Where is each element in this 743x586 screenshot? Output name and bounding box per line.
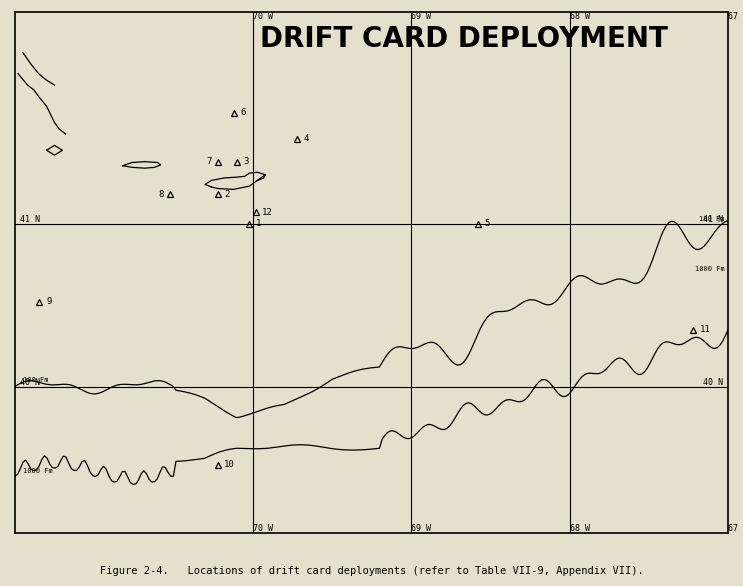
Text: 68 W: 68 W [570,12,590,21]
Text: 100 Fm: 100 Fm [699,216,725,222]
Text: 40 N: 40 N [19,377,39,387]
Text: 8: 8 [158,190,164,199]
Text: 68 W: 68 W [570,524,590,533]
Text: 67 W: 67 W [728,524,743,533]
Text: 2: 2 [224,190,230,199]
Text: 1000 Fm: 1000 Fm [695,266,725,272]
Text: 41 N: 41 N [704,214,724,224]
Text: 3: 3 [243,157,248,166]
Text: 11: 11 [700,325,710,334]
Text: 12: 12 [262,207,273,217]
Text: 67 W: 67 W [728,12,743,21]
Text: 70 W: 70 W [253,12,273,21]
Text: 70 W: 70 W [253,524,273,533]
Text: 1: 1 [256,219,262,228]
Text: 1000 Fm: 1000 Fm [23,468,53,474]
Text: 7: 7 [206,157,212,166]
Text: 9: 9 [47,297,52,306]
Text: 69 W: 69 W [411,12,431,21]
Text: Figure 2-4.   Locations of drift card deployments (refer to Table VII-9, Appendi: Figure 2-4. Locations of drift card depl… [100,566,643,577]
Text: 100 Fm: 100 Fm [23,377,48,383]
Text: 41 N: 41 N [19,214,39,224]
Text: 69 W: 69 W [411,524,431,533]
Text: 4: 4 [303,134,309,144]
Text: 10: 10 [224,461,235,469]
Text: 5: 5 [484,219,490,228]
Text: DRIFT CARD DEPLOYMENT: DRIFT CARD DEPLOYMENT [260,25,668,53]
Text: 40 N: 40 N [704,377,724,387]
Text: 6: 6 [240,108,245,117]
